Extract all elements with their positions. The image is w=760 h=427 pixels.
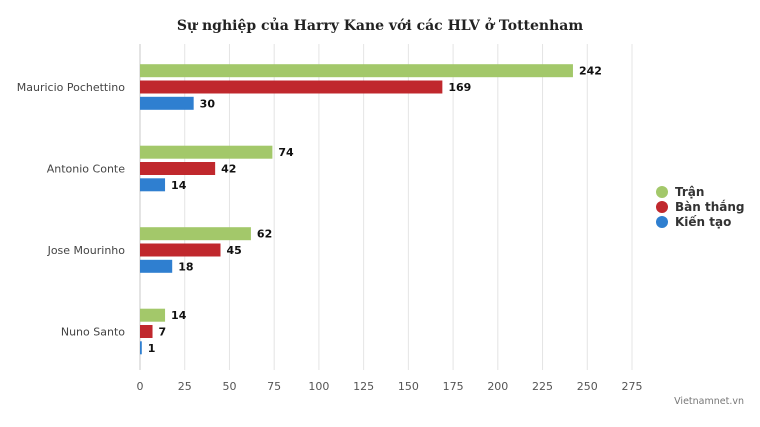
x-tick-label: 275	[622, 380, 643, 393]
x-tick-label: 125	[353, 380, 374, 393]
x-tick-label: 225	[532, 380, 553, 393]
data-label: 45	[227, 244, 242, 257]
data-label: 74	[278, 146, 294, 159]
credit-text: Vietnamnet.vn	[674, 396, 744, 407]
bar[interactable]	[140, 96, 194, 110]
bars-layer	[140, 64, 573, 355]
bar[interactable]	[140, 259, 173, 273]
legend-marker	[656, 186, 668, 198]
legend-marker	[656, 216, 668, 228]
category-label: Antonio Conte	[47, 163, 125, 176]
x-tick-label: 200	[487, 380, 508, 393]
data-label: 1	[148, 342, 156, 355]
data-label: 7	[159, 326, 167, 339]
bar[interactable]	[140, 325, 153, 338]
category-label: Mauricio Pochettino	[17, 81, 126, 94]
bar[interactable]	[140, 227, 251, 241]
legend-label[interactable]: Kiến tạo	[675, 215, 731, 229]
legend-marker	[656, 201, 668, 213]
bar[interactable]	[140, 341, 142, 355]
bar[interactable]	[140, 178, 166, 192]
chart-title: Sự nghiệp của Harry Kane với các HLV ở T…	[177, 17, 584, 34]
bar[interactable]	[140, 64, 573, 78]
x-tick-label: 175	[443, 380, 464, 393]
category-label: Jose Mourinho	[47, 244, 126, 257]
data-label: 42	[221, 163, 236, 176]
legend-label[interactable]: Trận	[675, 185, 704, 199]
bar[interactable]	[140, 80, 443, 94]
data-label: 14	[171, 179, 187, 192]
category-label: Nuno Santo	[61, 326, 125, 339]
x-tick-label: 0	[137, 380, 144, 393]
bar[interactable]	[140, 243, 221, 257]
data-label: 14	[171, 309, 187, 322]
x-tick-label: 75	[267, 380, 281, 393]
bar[interactable]	[140, 308, 166, 322]
x-tick-label: 25	[178, 380, 192, 393]
data-label: 169	[448, 81, 471, 94]
bar[interactable]	[140, 162, 216, 175]
bar[interactable]	[140, 145, 273, 159]
data-label: 30	[200, 97, 216, 110]
legend-label[interactable]: Bàn thắng	[675, 200, 744, 214]
x-tick-label: 50	[222, 380, 236, 393]
data-label: 62	[257, 228, 272, 241]
x-tick-label: 250	[577, 380, 598, 393]
x-tick-label: 100	[308, 380, 329, 393]
data-label: 242	[579, 65, 602, 78]
data-label: 18	[178, 260, 193, 273]
x-tick-label: 150	[398, 380, 419, 393]
labels-layer: 0 25 50 75 100 125 150 175 200 225 250 275 Mauricio …	[17, 65, 643, 393]
